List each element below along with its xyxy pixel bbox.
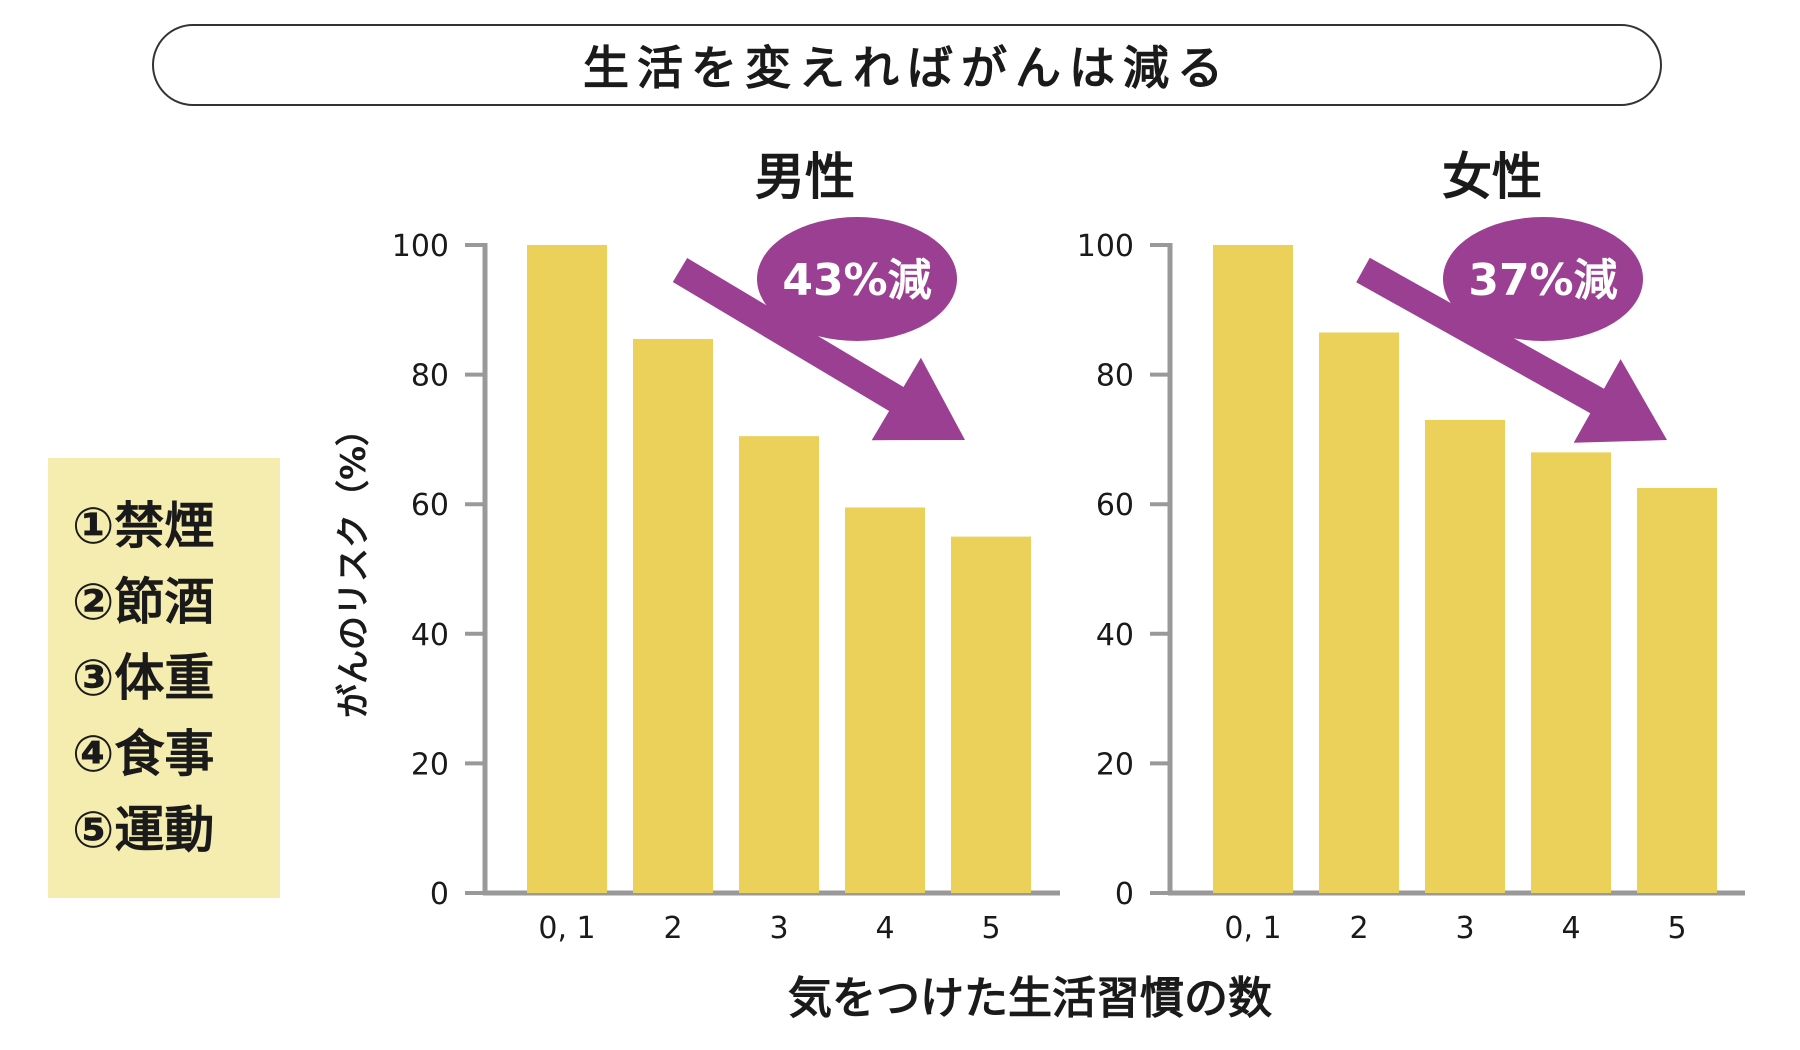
x-axis-label: 気をつけた生活習慣の数 [788,973,1272,1024]
bar-1 [1213,245,1293,893]
y-tick-label: 0 [430,877,449,912]
reduction-badge-label: 37%減 [1468,255,1617,306]
reduction-badge [1443,217,1643,341]
y-tick-label: 80 [1096,359,1134,394]
reduction-badge [757,217,957,341]
habit-legend: ①禁煙 ②節酒 ③体重 ④食事 ⑤運動 [48,458,280,898]
legend-item-moderate-drinking: ②節酒 [72,573,215,631]
x-tick-label: 5 [1667,911,1686,946]
legend-item-weight: ③体重 [72,649,215,707]
x-tick-label: 2 [1349,911,1368,946]
x-tick-label: 4 [1561,911,1580,946]
bar-3 [1425,419,1505,893]
legend-item-no-smoking: ①禁煙 [72,497,215,555]
decrease-arrow-icon [672,258,965,441]
x-tick-label: 4 [875,911,894,946]
bar-2 [1319,332,1399,894]
chart-panel-2: 女性 0 20 40 60 80 100 0, 1 2 3 4 5 37%減 [1077,148,1745,946]
chart-panels: 男性 0 20 40 60 80 100 0, 1 2 3 4 5 43%減 女性 0 20 40 60 80 100… [392,148,1745,946]
x-tick-label: 0, 1 [1224,911,1281,946]
bar-1 [527,245,607,893]
decrease-arrow-icon [1356,257,1667,443]
page-title: 生活を変えればがんは減る [583,41,1231,95]
y-tick-label: 60 [411,488,449,523]
x-tick-label: 5 [981,911,1000,946]
y-axis-label: がんのリスク（%） [334,412,374,718]
panel-title: 男性 [755,148,855,206]
y-tick-label: 20 [1096,747,1134,782]
bar-5 [951,536,1031,893]
bar-3 [739,436,819,893]
reduction-badge-label: 43%減 [782,255,931,306]
y-tick-label: 60 [1096,488,1134,523]
x-tick-label: 2 [663,911,682,946]
bar-4 [845,507,925,893]
x-tick-label: 3 [769,911,788,946]
y-tick-label: 40 [1096,618,1134,653]
x-tick-label: 3 [1455,911,1474,946]
y-tick-label: 100 [1077,229,1134,264]
y-tick-label: 80 [411,359,449,394]
y-tick-label: 100 [392,229,449,264]
legend-item-diet: ④食事 [72,725,215,783]
panel-title: 女性 [1442,148,1542,206]
bar-5 [1637,488,1717,893]
bar-2 [633,338,713,894]
title-banner: 生活を変えればがんは減る [152,24,1662,106]
y-tick-label: 40 [411,618,449,653]
bar-4 [1531,452,1611,893]
chart-panel-1: 男性 0 20 40 60 80 100 0, 1 2 3 4 5 43%減 [392,148,1060,946]
y-tick-label: 0 [1115,877,1134,912]
legend-item-exercise: ⑤運動 [72,801,215,859]
y-tick-label: 20 [411,747,449,782]
x-tick-label: 0, 1 [538,911,595,946]
